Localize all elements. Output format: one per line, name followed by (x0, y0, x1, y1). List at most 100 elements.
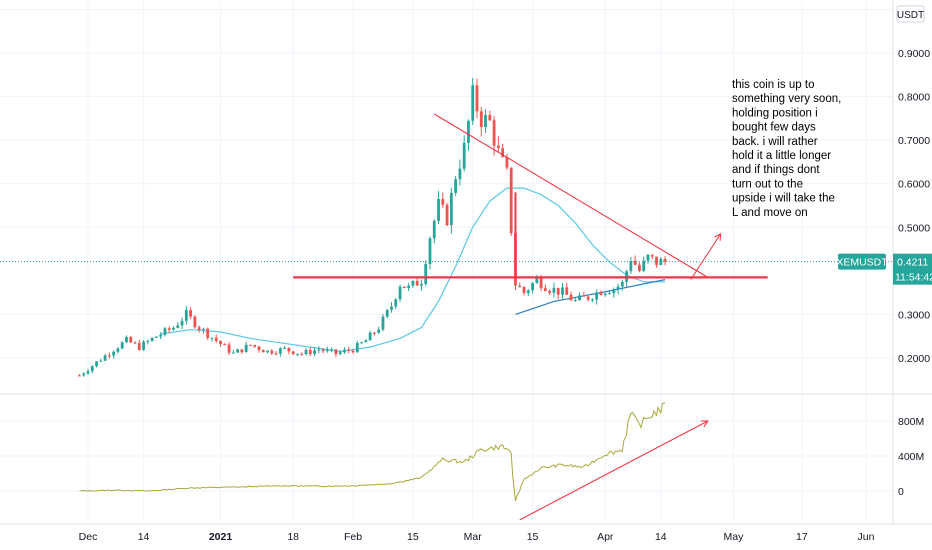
candle (291, 351, 295, 355)
candle (197, 325, 201, 333)
descending-trendline[interactable] (433, 113, 709, 278)
currency-unit-box[interactable]: USDT (896, 5, 925, 23)
candle (638, 262, 641, 273)
candle (283, 345, 287, 350)
candle (420, 279, 423, 291)
candle (159, 332, 163, 340)
candle (582, 291, 586, 297)
candle (535, 274, 539, 284)
candle (287, 347, 291, 355)
last-price-value: 0.4211 (897, 257, 928, 269)
candle (368, 330, 372, 341)
candle (227, 342, 231, 355)
candle (522, 286, 526, 296)
candle (343, 347, 346, 354)
candle (381, 314, 385, 332)
candle (150, 337, 154, 342)
time-tick-label: Apr (597, 531, 614, 543)
candle (313, 347, 316, 357)
candle (496, 136, 500, 153)
candle (428, 236, 432, 270)
candle (385, 309, 389, 319)
candle (556, 287, 560, 300)
candle (296, 353, 299, 357)
candle (471, 77, 475, 125)
candle (445, 203, 449, 227)
candle (120, 341, 124, 350)
time-tick-label: 15 (407, 531, 419, 543)
candle (629, 256, 633, 275)
candle (552, 282, 556, 298)
candle (82, 372, 86, 377)
candle (441, 192, 445, 209)
candle (351, 349, 355, 354)
candle (608, 291, 611, 295)
candle (591, 298, 594, 303)
candle (257, 345, 261, 353)
candle (458, 159, 462, 186)
candle (569, 291, 573, 301)
candle (206, 327, 210, 341)
candle (300, 352, 304, 356)
candle (548, 289, 552, 296)
breakout-arrow[interactable] (690, 233, 722, 280)
note-line: L and move on (732, 207, 808, 219)
candle (176, 322, 180, 329)
candle (184, 305, 188, 325)
candle (86, 368, 90, 376)
note-line: and if things dont (732, 164, 820, 176)
note-line: back. i will rather (732, 136, 818, 148)
candle (107, 352, 111, 359)
price-tick-label: 0.3000 (898, 309, 930, 321)
candle (655, 256, 658, 268)
candle (565, 282, 569, 295)
candle (390, 302, 393, 313)
candle (219, 340, 222, 347)
candle (411, 280, 415, 288)
candle (475, 78, 479, 119)
candle (270, 349, 274, 355)
candle (317, 346, 321, 354)
candle (659, 256, 663, 266)
indicator-trendline-arrow[interactable] (519, 420, 709, 521)
time-tick-label: 17 (796, 531, 808, 543)
candle (479, 106, 483, 137)
candle (249, 344, 252, 346)
candle (586, 295, 590, 302)
time-tick-label: May (724, 531, 745, 543)
candle (573, 298, 577, 302)
candle (210, 337, 214, 342)
candle (407, 283, 411, 292)
indicator-tick-label: 400M (898, 451, 924, 463)
candle (172, 326, 175, 331)
candle (492, 116, 496, 156)
candle (364, 339, 368, 343)
currency-unit-label: USDT (897, 10, 924, 21)
candle (338, 350, 342, 356)
candle (266, 350, 269, 354)
symbol-tag: XEMUSDT (836, 253, 888, 270)
candle (650, 254, 654, 260)
candle (518, 282, 522, 288)
note-line: bought few days (732, 122, 816, 134)
price-tick-label: 0.8000 (898, 92, 930, 104)
candle (449, 187, 453, 234)
candle (129, 335, 133, 343)
indicator-tick-label: 0 (898, 486, 904, 498)
time-tick-label: 14 (655, 531, 667, 543)
candle (112, 350, 116, 359)
candle (236, 348, 240, 353)
candle (373, 331, 376, 336)
time-tick-label: 2021 (209, 531, 233, 543)
time-tick-label: Dec (79, 531, 98, 543)
price-tick-label: 0.9000 (898, 48, 930, 60)
price-tick-label: 0.2000 (898, 353, 930, 365)
candle (95, 361, 98, 368)
candle (633, 255, 637, 266)
candle (137, 339, 141, 351)
candle (663, 256, 667, 266)
candle (437, 191, 440, 225)
candle (193, 315, 197, 329)
price-tick-label: 0.7000 (898, 135, 930, 147)
